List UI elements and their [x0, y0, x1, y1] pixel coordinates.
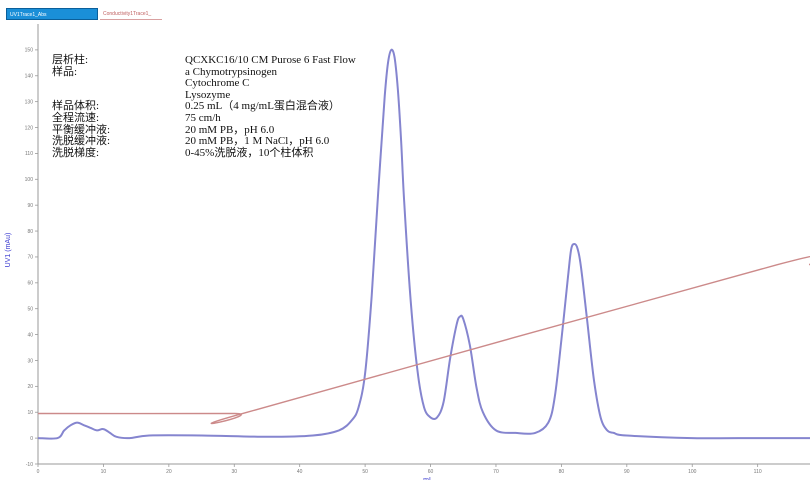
x-tick-label: 60	[428, 469, 434, 475]
y-tick-label: 30	[27, 358, 33, 364]
info-value-sample-1: a Chymotrypsinogen	[185, 65, 277, 78]
info-label-column: 层析柱:	[52, 54, 89, 66]
x-tick-label: 20	[166, 469, 172, 475]
x-tick-label: 0	[37, 469, 40, 475]
info-value-sample-3: Lysozyme	[185, 88, 231, 101]
info-label-sample: 样品:	[52, 65, 78, 78]
info-label-flow-rate: 全程流速:	[52, 111, 100, 124]
y-tick-label: 150	[25, 48, 34, 54]
info-value-column: QCXKC16/10 CM Purose 6 Fast Flow	[185, 54, 356, 66]
x-axis-title: mL	[423, 477, 433, 480]
y-tick-label: -10	[26, 462, 33, 468]
x-tick-label: 40	[297, 469, 303, 475]
info-value-sample-volume: 0.25 mL（4 mg/mL蛋白混合液）	[185, 100, 340, 113]
conductivity-trace-line	[37, 255, 810, 425]
y-tick-label: 20	[27, 384, 33, 390]
x-tick-label: 70	[493, 469, 499, 475]
tab-conductivity-trace[interactable]: Conductivity1Trace1_	[100, 8, 162, 20]
x-tick-label: 90	[624, 469, 630, 475]
x-tick-label: 50	[362, 469, 368, 475]
x-tick-label: 110	[754, 469, 762, 475]
info-label-equilibration-buffer: 平衡缓冲液:	[52, 123, 111, 136]
y-tick-label: 50	[27, 307, 33, 313]
info-value-equilibration-buffer: 20 mM PB，pH 6.0	[185, 123, 275, 136]
info-value-elution-gradient: 0-45%洗脱液，10个柱体积	[185, 146, 314, 159]
info-value-elution-buffer: 20 mM PB，1 M NaCl，pH 6.0	[185, 135, 330, 148]
uv-trace-line	[37, 48, 810, 440]
y-tick-label: 90	[27, 203, 33, 209]
series-layer	[37, 48, 810, 440]
y-tick-label: 60	[27, 281, 33, 287]
x-tick-label: 100	[688, 469, 697, 475]
info-label-elution-buffer: 洗脱缓冲液:	[52, 135, 111, 148]
tab-uv-trace[interactable]: UV1Trace1_Abs	[6, 8, 98, 20]
info-value-flow-rate: 75 cm/h	[185, 111, 221, 124]
y-tick-label: 70	[27, 255, 33, 261]
y-axis-title: UV1 (mAu)	[5, 233, 12, 268]
y-tick-label: 130	[25, 99, 34, 105]
y-tick-label: 100	[25, 177, 34, 183]
x-tick-label: 30	[231, 469, 237, 475]
y-tick-label: 120	[25, 125, 34, 131]
y-tick-label: 80	[27, 229, 33, 235]
y-tick-label: 40	[27, 332, 33, 338]
x-tick-label: 10	[101, 469, 107, 475]
info-value-sample-2: Cytochrome C	[185, 77, 250, 90]
info-label-sample-volume: 样品体积:	[52, 100, 100, 113]
info-label-elution-gradient: 洗脱梯度:	[52, 146, 100, 159]
y-tick-label: 10	[27, 410, 33, 416]
y-tick-label: 0	[30, 436, 33, 442]
x-tick-label: 80	[559, 469, 565, 475]
y-tick-label: 110	[25, 151, 33, 157]
y-tick-label: 140	[25, 74, 34, 80]
axes: -100102030405060708090100110120130140150…	[25, 24, 810, 475]
trace-tab-bar: UV1Trace1_Abs Conductivity1Trace1_	[0, 0, 810, 22]
